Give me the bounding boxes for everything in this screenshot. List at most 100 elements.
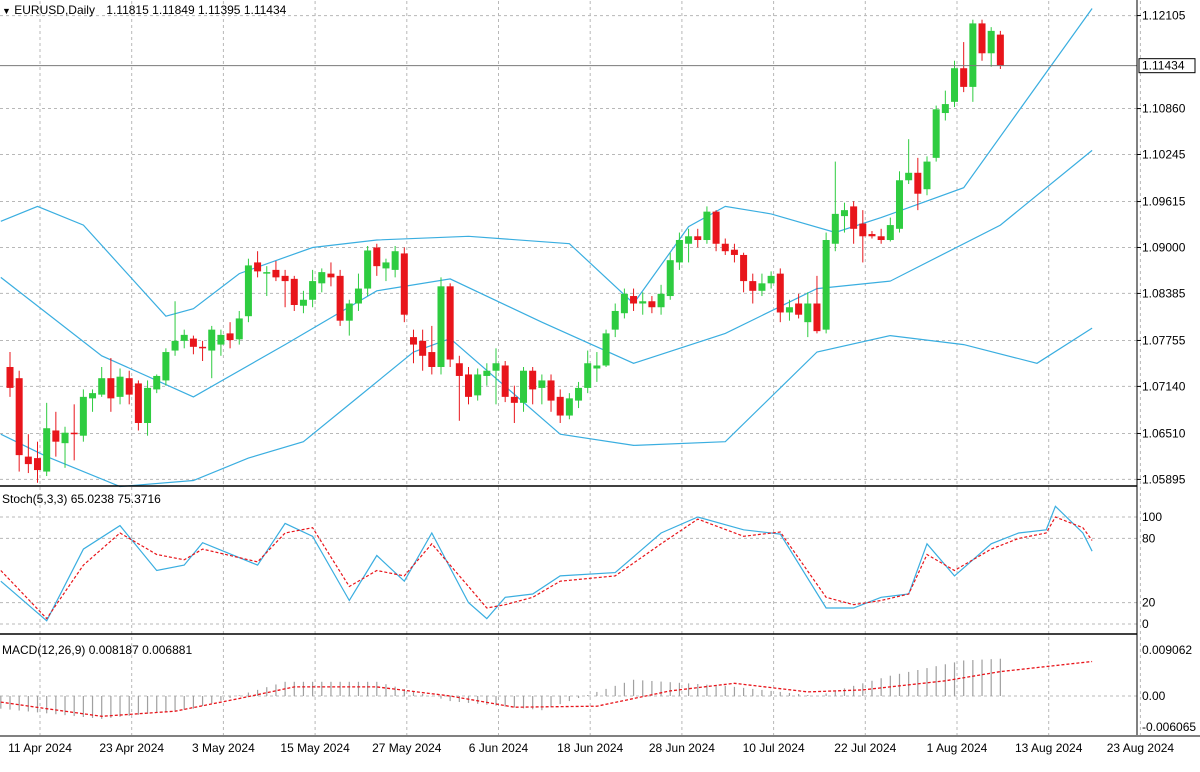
candle-body xyxy=(547,380,555,401)
candle-body xyxy=(850,206,858,229)
candle-body xyxy=(840,210,848,217)
candle-body xyxy=(364,250,372,289)
candle-body xyxy=(987,30,995,54)
candle-body xyxy=(804,303,812,323)
x-tick-label: 6 Jun 2024 xyxy=(469,741,529,755)
y-tick-label: 1.09000 xyxy=(1142,240,1186,254)
symbol-label: EURUSD,Daily xyxy=(14,3,95,17)
ohlc-close: 1.11434 xyxy=(243,3,287,17)
candle-body xyxy=(620,293,628,314)
candle-body xyxy=(180,334,188,341)
candle-body xyxy=(978,23,986,54)
grid-lines xyxy=(0,1,1141,735)
candle-body xyxy=(666,260,674,297)
candle-body xyxy=(951,68,959,102)
x-tick-label: 11 Apr 2024 xyxy=(8,741,72,755)
candle-body xyxy=(336,275,344,321)
candle-body xyxy=(740,254,748,282)
axis-labels: 11 Apr 2024 23 Apr 2024 3 May 2024 15 May 2… xyxy=(8,9,1196,755)
x-tick-label: 23 Apr 2024 xyxy=(99,741,164,755)
x-tick-label: 1 Aug 2024 xyxy=(927,741,988,755)
y-tick-label: 1.08385 xyxy=(1142,286,1186,300)
candle-body xyxy=(6,366,14,388)
candle-body xyxy=(354,288,362,304)
candle-body xyxy=(107,378,115,399)
candle-body xyxy=(382,262,390,269)
candle-body xyxy=(189,338,197,347)
candlestick-series xyxy=(0,19,1137,483)
candle-body xyxy=(391,251,399,270)
candle-body xyxy=(373,247,381,267)
candle-body xyxy=(474,374,482,396)
x-tick-label: 23 Aug 2024 xyxy=(1107,741,1175,755)
x-tick-label: 27 May 2024 xyxy=(372,741,442,755)
candle-body xyxy=(914,172,922,194)
candle-body xyxy=(556,396,564,416)
candle-body xyxy=(630,296,638,304)
candle-body xyxy=(565,398,573,416)
dropdown-triangle-icon[interactable]: ▼ xyxy=(2,6,11,16)
x-tick-label: 22 Jul 2024 xyxy=(834,741,896,755)
candle-body xyxy=(144,387,152,424)
candle-body xyxy=(79,396,87,436)
ohlc-high: 1.11849 xyxy=(152,3,195,17)
x-tick-label: 15 May 2024 xyxy=(280,741,350,755)
candle-body xyxy=(538,380,546,388)
candle-body xyxy=(437,286,445,367)
candle-body xyxy=(419,340,427,356)
candle-body xyxy=(831,213,839,244)
candle-body xyxy=(648,301,656,308)
candle-body xyxy=(877,236,885,241)
candle-body xyxy=(785,307,793,313)
y-tick-label: 1.10245 xyxy=(1142,147,1186,161)
x-tick-label: 28 Jun 2024 xyxy=(649,741,715,755)
candle-body xyxy=(501,365,509,397)
candle-body xyxy=(749,281,757,291)
candle-body xyxy=(960,68,968,87)
candle-body xyxy=(685,236,693,244)
candle-body xyxy=(89,393,97,399)
stochastic-k-line xyxy=(0,505,1093,622)
candle-body xyxy=(575,387,583,401)
candle-body xyxy=(602,333,610,366)
candle-body xyxy=(43,428,51,472)
candle-body xyxy=(400,253,408,315)
last-price-tag xyxy=(1138,58,1196,74)
candle-body xyxy=(272,269,280,278)
candle-body xyxy=(309,281,317,300)
candle-body xyxy=(886,225,894,241)
candle-body xyxy=(675,240,683,263)
candle-body xyxy=(318,272,326,284)
candle-body xyxy=(520,370,528,403)
candle-body xyxy=(639,301,647,304)
candle-body xyxy=(941,104,949,114)
macd-axis-label: -0.006065 xyxy=(1142,720,1196,734)
candle-body xyxy=(730,249,738,255)
candle-body xyxy=(409,337,417,345)
candle-body xyxy=(217,334,225,345)
candle-body xyxy=(822,240,830,330)
candle-body xyxy=(776,273,784,313)
candle-body xyxy=(703,211,711,241)
macd-axis-label: 0.00 xyxy=(1142,689,1166,703)
macd-signal-line xyxy=(0,660,1093,717)
candle-body xyxy=(529,370,537,390)
candle-body xyxy=(996,34,1004,66)
stochastic-level-label: 80 xyxy=(1142,531,1156,545)
stochastic-d-line xyxy=(0,516,1093,620)
candle-body xyxy=(428,352,436,367)
y-tick-label: 1.10860 xyxy=(1142,102,1186,116)
candle-body xyxy=(767,275,775,284)
candle-body xyxy=(483,370,491,376)
candle-body xyxy=(758,283,766,291)
candle-body xyxy=(446,286,454,360)
candle-body xyxy=(70,432,78,435)
macd-axis-label: 0.009062 xyxy=(1142,643,1192,657)
bollinger-middle-band xyxy=(0,149,1093,398)
candle-body xyxy=(134,383,142,424)
candle-body xyxy=(510,396,518,403)
candle-body xyxy=(263,272,271,274)
x-tick-label: 13 Aug 2024 xyxy=(1015,741,1083,755)
